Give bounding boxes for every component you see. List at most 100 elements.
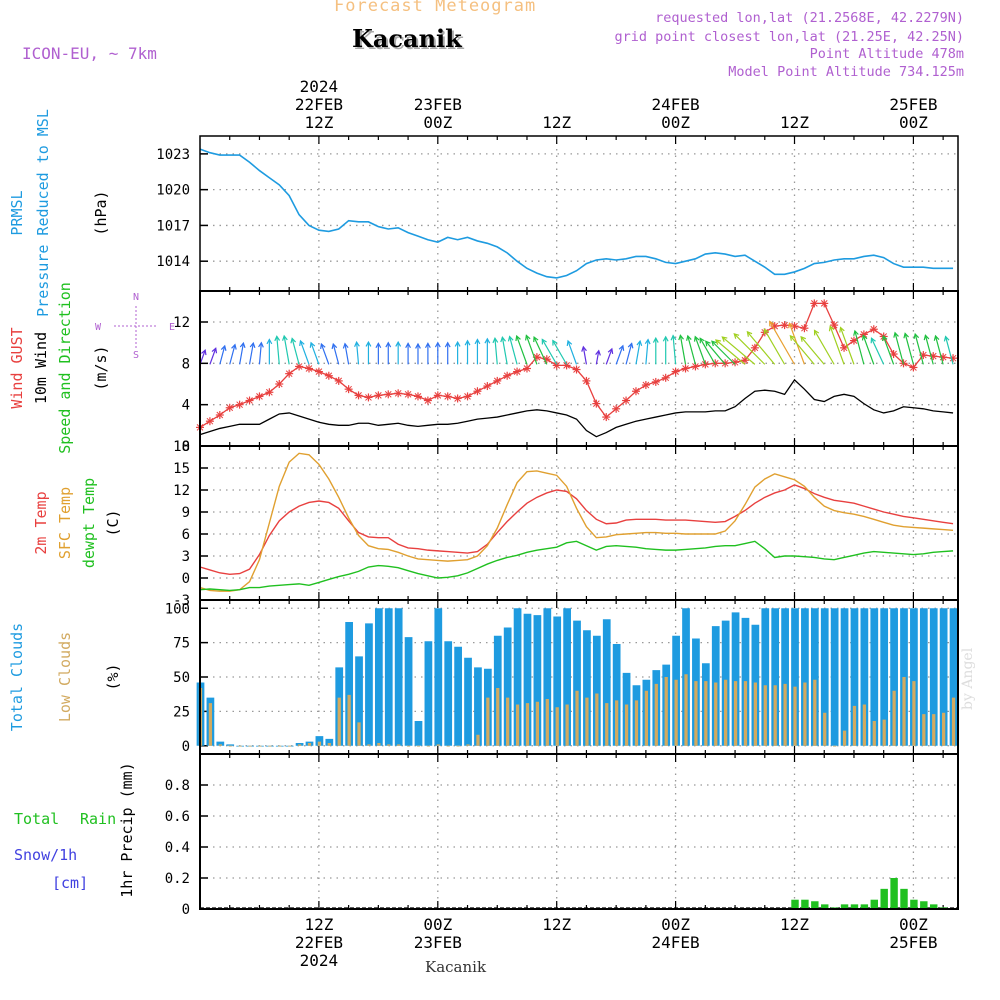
wind-arrow-shaft — [533, 336, 548, 365]
gust-marker-d2 — [602, 413, 610, 421]
wind-arrow — [861, 334, 875, 365]
bottom-axis-label: 00Z — [423, 915, 452, 934]
y-tick-label: 0.4 — [165, 840, 190, 856]
y-tick-label: 0 — [182, 739, 190, 755]
wind-arrow-shaft — [582, 346, 588, 365]
total-cloud-bar — [503, 627, 512, 746]
snow-label: Snow/1h — [14, 846, 77, 864]
low-cloud-bar — [942, 712, 946, 746]
low-cloud-bar — [714, 682, 718, 746]
low-cloud-bar — [486, 697, 490, 746]
gust-marker — [304, 364, 313, 373]
low-cloud-bar — [773, 685, 777, 746]
wind-arrow-shaft — [291, 338, 300, 365]
low-cloud-bar — [208, 703, 213, 746]
gust-marker — [433, 391, 442, 400]
gust-marker — [631, 387, 640, 396]
y-tick-label: 0 — [182, 571, 190, 587]
gust-marker-d2 — [315, 368, 323, 375]
wind-arrow — [839, 326, 855, 365]
top-axis-label: 2024 — [300, 77, 339, 96]
wind-arrow-shaft — [769, 321, 796, 365]
wind-arrow — [595, 349, 601, 365]
low-cloud-bar — [724, 679, 728, 746]
gust-marker — [889, 350, 898, 359]
wind-arrow — [309, 341, 320, 365]
top-axis-label: 00Z — [661, 113, 690, 132]
wind-arrow-shaft — [299, 340, 310, 365]
wind-arrow-head — [500, 336, 506, 343]
y-tick-label: 6 — [182, 527, 190, 543]
wind-arrow — [258, 341, 264, 365]
bottom-axis-label: 25FEB — [889, 933, 937, 952]
gust-marker-d2 — [721, 359, 729, 367]
total-cloud-bar — [355, 656, 363, 746]
bottom-axis-label: 12Z — [542, 915, 571, 934]
pressure-label-short: PRMSL — [8, 190, 26, 235]
low-cloud-bar — [317, 741, 322, 746]
y-tick-label: 0.6 — [165, 809, 190, 825]
gust-marker-d2 — [820, 300, 828, 307]
wind-arrow-head — [839, 326, 845, 333]
low-cloud-bar — [387, 744, 391, 746]
panel-frame — [199, 135, 959, 292]
wind-arrow-shaft — [525, 335, 538, 365]
low-cloud-bar — [585, 697, 589, 746]
total-cloud-bar — [801, 608, 809, 746]
top-axis-label: 12Z — [542, 113, 571, 132]
wind-arrow — [219, 344, 227, 365]
panel-1: 1014 1017 1020 1023 — [156, 135, 959, 292]
y-tick-label: 15 — [173, 461, 190, 477]
rain-bar — [870, 899, 878, 909]
gust-marker — [503, 371, 512, 380]
top-axis-label: 25FEB — [889, 95, 937, 114]
wind-arrow-head — [627, 342, 634, 349]
wind-arrow — [424, 342, 431, 365]
gust-marker — [602, 413, 611, 422]
gust-marker-d2 — [890, 350, 897, 358]
gust-marker — [404, 390, 413, 399]
wind-arrow — [881, 334, 895, 365]
gust-line — [199, 302, 954, 428]
gust-marker — [215, 411, 224, 419]
wind-arrow-shaft — [635, 341, 641, 365]
y-tick-label: -3 — [173, 593, 190, 609]
wind-arrow-head — [258, 341, 264, 348]
dewpt-temp-label: dewpt Temp — [80, 478, 98, 568]
gust-marker — [830, 321, 839, 330]
gust-marker — [374, 391, 383, 400]
low-cloud-bar — [823, 712, 827, 746]
wind-arrow-head — [220, 344, 227, 351]
wind-arrow — [266, 338, 273, 365]
gust-marker-d2 — [781, 321, 788, 329]
wind-arrow-head — [943, 335, 950, 342]
gust-marker — [285, 369, 294, 378]
total-cloud-bar — [592, 635, 601, 746]
wind-arrow-shaft — [829, 326, 845, 365]
gust-marker-d2 — [672, 368, 679, 375]
total-cloud-bar — [384, 608, 393, 746]
wind-arrow — [454, 340, 461, 365]
gust-marker — [592, 399, 601, 408]
gust-marker-d2 — [870, 325, 878, 333]
low-cloud-bar — [813, 679, 817, 746]
low-cloud-bar — [862, 704, 866, 746]
rain-bar — [930, 904, 938, 909]
low-cloud-bar — [288, 745, 292, 747]
wind-arrow — [635, 339, 643, 365]
dewpt-temp-line — [199, 540, 954, 592]
gust-marker — [364, 393, 373, 402]
gust-marker-d2 — [622, 397, 630, 404]
wind-arrow-shaft — [687, 335, 697, 365]
gust-marker — [453, 394, 462, 403]
bottom-axis-label: 00Z — [899, 915, 928, 934]
wind-arrow — [644, 338, 651, 365]
total-cloud-bar — [573, 620, 581, 746]
gust-marker-d2 — [246, 397, 253, 404]
wind-arrow-head — [434, 341, 441, 348]
wind-arrow — [434, 341, 441, 365]
wind-arrow-head — [607, 347, 614, 354]
gust-marker — [552, 361, 561, 370]
gust-marker — [225, 403, 234, 412]
precip-unit: 1hr Precip (mm) — [118, 762, 136, 897]
